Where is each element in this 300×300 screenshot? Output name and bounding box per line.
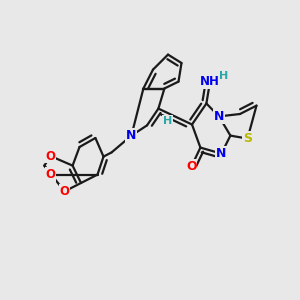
Text: S: S (243, 132, 252, 145)
Text: N: N (216, 147, 226, 160)
Text: N: N (214, 110, 224, 123)
Text: H: H (163, 116, 172, 126)
Text: N: N (126, 129, 136, 142)
Text: H: H (219, 70, 228, 81)
Text: NH: NH (200, 75, 220, 88)
Text: O: O (45, 168, 56, 181)
Text: O: O (45, 149, 56, 163)
Text: O: O (186, 160, 197, 173)
Text: O: O (59, 185, 70, 198)
